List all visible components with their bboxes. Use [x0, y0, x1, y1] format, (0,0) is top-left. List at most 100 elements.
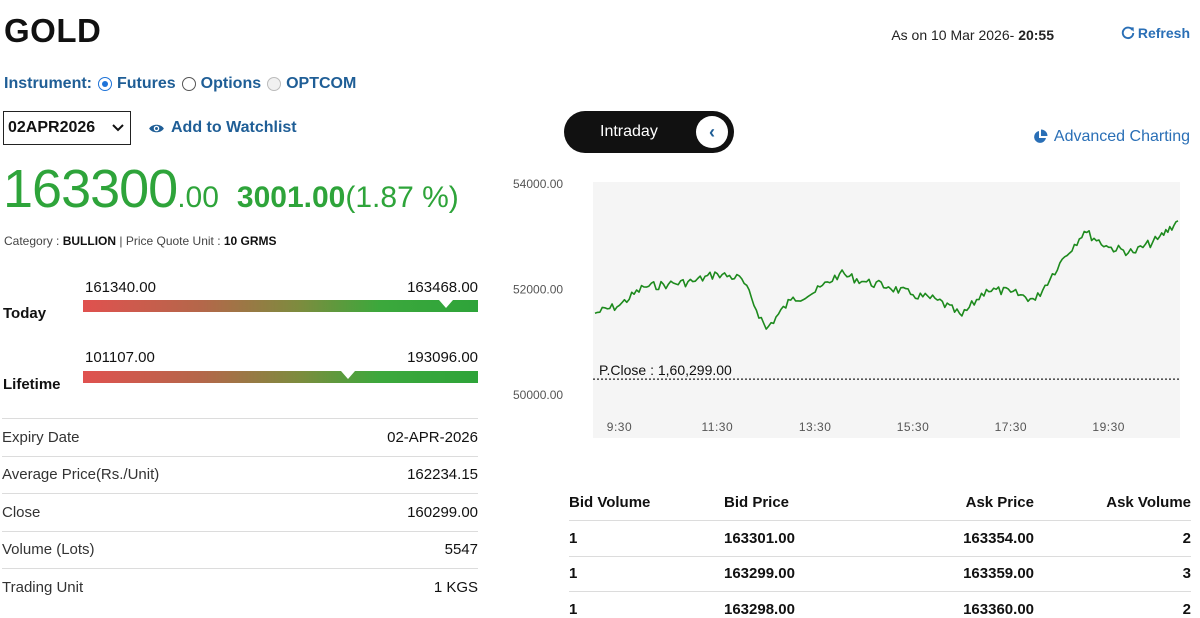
info-value: 02-APR-2026: [387, 428, 478, 446]
info-value: 160299.00: [407, 503, 478, 521]
lifetime-high: 193096.00: [407, 349, 478, 366]
as-on-time: 20:55: [1018, 27, 1054, 43]
header-bid-price: Bid Price: [724, 493, 790, 511]
info-key: Volume (Lots): [2, 541, 95, 559]
radio-disabled-icon: [267, 77, 282, 91]
instrument-selector: Instrument: Futures Options OPTCOM: [4, 75, 356, 93]
y-tick-label: 52000.00: [513, 283, 563, 297]
advanced-charting-link[interactable]: Advanced Charting: [1032, 128, 1190, 146]
info-row-average-price: Average Price(Rs./Unit) 162234.15: [2, 455, 478, 494]
refresh-button[interactable]: Refresh: [1121, 25, 1190, 41]
radio-optcom[interactable]: OPTCOM: [267, 75, 356, 93]
info-row-close: Close 160299.00: [2, 493, 478, 531]
bid-volume: 1: [569, 600, 578, 618]
today-low: 161340.00: [85, 279, 156, 296]
lifetime-range-marker: [340, 371, 355, 379]
refresh-icon: [1121, 26, 1135, 40]
info-key: Expiry Date: [2, 428, 80, 446]
today-high: 163468.00: [407, 279, 478, 296]
lifetime-range-bar: [83, 371, 478, 383]
price-integer: 163300: [3, 159, 178, 219]
intraday-label: Intraday: [600, 123, 658, 140]
category-line: Category : BULLION | Price Quote Unit : …: [4, 234, 277, 248]
bid-volume: 1: [569, 565, 578, 583]
info-row-trading-unit: Trading Unit 1 KGS: [2, 568, 478, 606]
refresh-label: Refresh: [1137, 25, 1190, 41]
as-on-timestamp: As on 10 Mar 2026- 20:55: [891, 27, 1054, 43]
today-range-marker: [439, 300, 454, 308]
ask-price: 163354.00: [963, 529, 1034, 547]
chevron-left-icon[interactable]: ‹: [696, 116, 728, 148]
radio-options-label: Options: [200, 75, 262, 92]
x-tick-label: 11:30: [701, 420, 733, 434]
bid-price: 163301.00: [724, 529, 795, 547]
header-bid-volume: Bid Volume: [569, 493, 651, 511]
header-ask-price: Ask Price: [965, 493, 1034, 511]
x-tick-label: 17:30: [995, 420, 1028, 434]
pie-chart-icon: [1034, 129, 1048, 143]
x-tick-label: 15:30: [897, 420, 930, 434]
intraday-price-chart: 54000.00 52000.00 50000.00 9:30 11:30 13:30 15…: [513, 177, 1180, 438]
ask-price: 163359.00: [963, 565, 1034, 583]
lifetime-label: Lifetime: [3, 376, 61, 393]
as-on-prefix: As on 10 Mar 2026-: [891, 27, 1019, 43]
order-book-row: 1 163299.00 163359.00 3: [569, 555, 1191, 592]
ask-volume: 2: [1182, 529, 1191, 547]
intraday-toggle[interactable]: Intraday ‹: [564, 111, 734, 153]
info-value: 5547: [444, 541, 478, 559]
today-range-bar: [83, 300, 478, 312]
plot-area: [593, 182, 1180, 438]
category-value: BULLION: [62, 234, 117, 248]
previous-close-label: P.Close : 1,60,299.00: [599, 362, 732, 378]
radio-options[interactable]: Options: [181, 75, 262, 93]
lifetime-low: 101107.00: [85, 349, 155, 366]
info-key: Close: [2, 503, 41, 521]
category-separator: |: [116, 234, 126, 248]
add-to-watchlist-link[interactable]: Add to Watchlist: [148, 119, 297, 137]
expiry-select[interactable]: 02APR2026: [3, 111, 131, 145]
ask-volume: 3: [1182, 565, 1191, 583]
last-price: 163300.00 3001.00 (1.87 %): [3, 158, 459, 220]
ask-volume: 2: [1182, 600, 1191, 618]
y-tick-label: 54000.00: [513, 177, 563, 191]
bid-price: 163298.00: [724, 600, 795, 618]
page-title: GOLD: [4, 12, 102, 49]
info-value: 162234.15: [407, 466, 478, 484]
y-tick-label: 50000.00: [513, 388, 563, 402]
radio-optcom-label: OPTCOM: [286, 75, 357, 92]
radio-futures-label: Futures: [117, 75, 176, 92]
bid-volume: 1: [569, 529, 578, 547]
chevron-down-icon: [112, 124, 124, 132]
price-series-line: [594, 220, 1179, 330]
x-tick-label: 9:30: [607, 420, 632, 434]
radio-unselected-icon: [181, 77, 196, 91]
today-label: Today: [3, 305, 47, 322]
ask-price: 163360.00: [963, 600, 1034, 618]
instrument-label: Instrument:: [4, 75, 92, 92]
order-book-row: 1 163298.00 163360.00 2: [569, 591, 1191, 618]
eye-icon: [149, 124, 164, 132]
info-row-expiry: Expiry Date 02-APR-2026: [2, 418, 478, 456]
order-book-header: Bid Volume Bid Price Ask Price Ask Volum…: [569, 484, 1191, 520]
bid-price: 163299.00: [724, 565, 795, 583]
info-value: 1 KGS: [433, 578, 478, 596]
header-ask-volume: Ask Volume: [1106, 493, 1191, 511]
watchlist-label: Add to Watchlist: [171, 119, 297, 136]
contract-info-table: Expiry Date 02-APR-2026 Average Price(Rs.…: [2, 418, 478, 606]
x-tick-label: 13:30: [799, 420, 832, 434]
advanced-charting-label: Advanced Charting: [1053, 128, 1190, 145]
info-key: Trading Unit: [2, 578, 84, 596]
radio-futures[interactable]: Futures: [98, 75, 176, 93]
price-change-percent: (1.87 %): [345, 181, 459, 214]
order-book-table: Bid Volume Bid Price Ask Price Ask Volum…: [569, 484, 1191, 618]
price-change: 3001.00: [236, 181, 346, 214]
expiry-select-value: 02APR2026: [8, 119, 96, 136]
info-key: Average Price(Rs./Unit): [2, 466, 160, 484]
x-tick-label: 19:30: [1092, 420, 1125, 434]
price-decimal: .00: [177, 181, 219, 214]
price-quote-unit-value: 10 GRMS: [223, 234, 277, 248]
price-quote-unit-label: Price Quote Unit :: [125, 234, 224, 248]
radio-selected-icon: [98, 77, 112, 91]
order-book-row: 1 163301.00 163354.00 2: [569, 520, 1191, 556]
info-row-volume: Volume (Lots) 5547: [2, 530, 478, 569]
